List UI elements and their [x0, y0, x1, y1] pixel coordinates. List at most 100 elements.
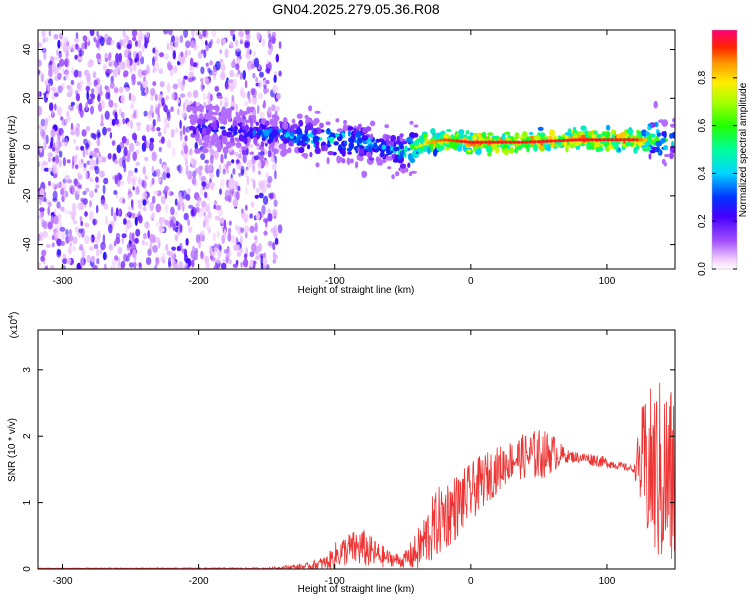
ridge-core [630, 138, 635, 142]
noise-speckle [104, 110, 110, 120]
noise-speckle [240, 227, 245, 234]
noise-speckle [120, 111, 125, 119]
noise-speckle [278, 70, 282, 77]
ridge-mark [356, 147, 361, 152]
noise-speckle [43, 51, 47, 61]
noise-speckle [95, 184, 100, 189]
ridge-core [634, 138, 640, 142]
noise-speckle [60, 187, 65, 196]
noise-speckle [159, 94, 163, 100]
noise-speckle [95, 39, 100, 48]
noise-speckle [89, 200, 92, 208]
noise-speckle [137, 81, 142, 86]
ridge-mark [348, 137, 352, 143]
noise-speckle [110, 39, 115, 45]
noise-speckle [126, 211, 133, 218]
noise-speckle [68, 229, 73, 236]
ridge-mark [663, 130, 667, 139]
colorbar-tick-label: 0.2 [697, 214, 708, 228]
noise-speckle [38, 59, 42, 67]
noise-speckle [39, 198, 42, 205]
noise-speckle [62, 43, 67, 53]
noise-speckle [266, 182, 271, 189]
ridge-core [536, 140, 542, 144]
noise-speckle [86, 71, 89, 78]
noise-speckle [231, 180, 238, 191]
noise-speckle [54, 92, 59, 98]
ridge-mark [385, 155, 390, 161]
noise-speckle [154, 62, 160, 72]
noise-speckle [129, 65, 133, 74]
noise-speckle [265, 172, 269, 179]
noise-speckle [141, 44, 145, 53]
noise-speckle [191, 259, 195, 268]
y-tick-label: -20 [22, 188, 33, 203]
noise-speckle [139, 33, 145, 38]
noise-speckle [38, 262, 41, 268]
ridge-mark [465, 130, 470, 135]
noise-speckle [244, 247, 248, 253]
ridge-mark [408, 171, 413, 177]
noise-speckle [157, 176, 162, 183]
noise-speckle [267, 150, 272, 158]
noise-speckle [182, 77, 186, 87]
noise-speckle [61, 132, 65, 141]
noise-speckle [205, 62, 209, 67]
noise-speckle [121, 236, 125, 245]
y-tick-label: 20 [22, 92, 33, 104]
noise-speckle [170, 128, 175, 138]
noise-speckle [60, 116, 63, 121]
noise-speckle [74, 178, 78, 187]
noise-speckle [278, 41, 282, 49]
noise-speckle [244, 167, 247, 178]
ridge-core [553, 139, 558, 143]
noise-speckle [57, 249, 62, 256]
noise-speckle [213, 200, 217, 206]
ridge-mark [504, 131, 511, 135]
noise-speckle [78, 184, 83, 189]
noise-speckle [57, 213, 62, 222]
colorbar-tick-label: 0.6 [697, 118, 708, 132]
noise-speckle [41, 218, 45, 228]
ridge-mark [404, 145, 408, 153]
ridge-core [430, 140, 435, 144]
noise-speckle [134, 40, 139, 47]
noise-speckle [58, 150, 63, 158]
noise-speckle [65, 118, 69, 124]
noise-speckle [277, 224, 283, 234]
noise-speckle [250, 177, 254, 183]
noise-speckle [214, 215, 221, 221]
noise-speckle [223, 228, 227, 239]
noise-speckle [220, 217, 225, 226]
ridge-mark [533, 143, 538, 152]
noise-speckle [209, 172, 214, 179]
ridge-mark [626, 128, 633, 135]
noise-speckle [210, 181, 213, 187]
noise-speckle [102, 251, 107, 261]
noise-speckle [179, 119, 182, 129]
noise-speckle [75, 32, 79, 39]
noise-speckle [267, 175, 273, 184]
noise-speckle [79, 216, 83, 222]
noise-speckle [254, 194, 259, 199]
noise-speckle [90, 105, 94, 115]
ridge-mark [485, 145, 493, 153]
noise-speckle [109, 81, 115, 89]
noise-speckle [89, 165, 94, 171]
noise-speckle [201, 181, 207, 187]
ridge-mark [611, 134, 615, 138]
ridge-core [597, 138, 603, 142]
ridge-core [557, 139, 562, 143]
noise-speckle [48, 167, 53, 172]
noise-speckle [184, 258, 190, 264]
noise-speckle [41, 30, 46, 38]
noise-speckle [79, 80, 84, 85]
noise-speckle [157, 131, 162, 137]
noise-speckle [215, 60, 221, 71]
noise-speckle [144, 156, 149, 162]
ridge-mark [317, 148, 321, 154]
noise-speckle [64, 59, 69, 65]
ridge-mark [222, 146, 229, 155]
ridge-mark [290, 131, 294, 137]
noise-speckle [272, 208, 278, 217]
